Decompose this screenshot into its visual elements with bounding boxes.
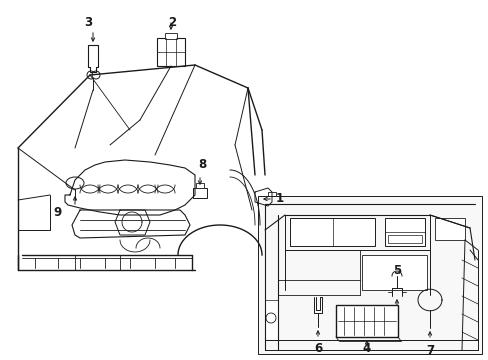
Text: 7: 7 [425,343,433,356]
Bar [289,218,374,246]
Text: 2: 2 [167,15,176,28]
Ellipse shape [265,313,275,323]
Bar [335,305,397,337]
Text: 9: 9 [53,207,61,220]
Bar [264,300,278,340]
Bar [267,192,275,202]
Bar [258,196,481,354]
Text: 4: 4 [362,342,370,356]
Text: 5: 5 [392,264,400,276]
Bar [157,38,184,66]
Bar [164,33,177,39]
Ellipse shape [66,177,84,189]
Text: 1: 1 [275,192,284,204]
Bar [361,255,426,290]
Ellipse shape [87,71,95,79]
Bar [75,255,120,270]
Bar [193,188,206,198]
Bar [196,183,203,188]
Text: 6: 6 [313,342,322,356]
Text: 3: 3 [84,15,92,28]
Ellipse shape [92,71,100,79]
Bar [384,218,424,246]
Bar [387,235,421,243]
Text: 8: 8 [198,158,206,171]
Bar [434,218,464,240]
